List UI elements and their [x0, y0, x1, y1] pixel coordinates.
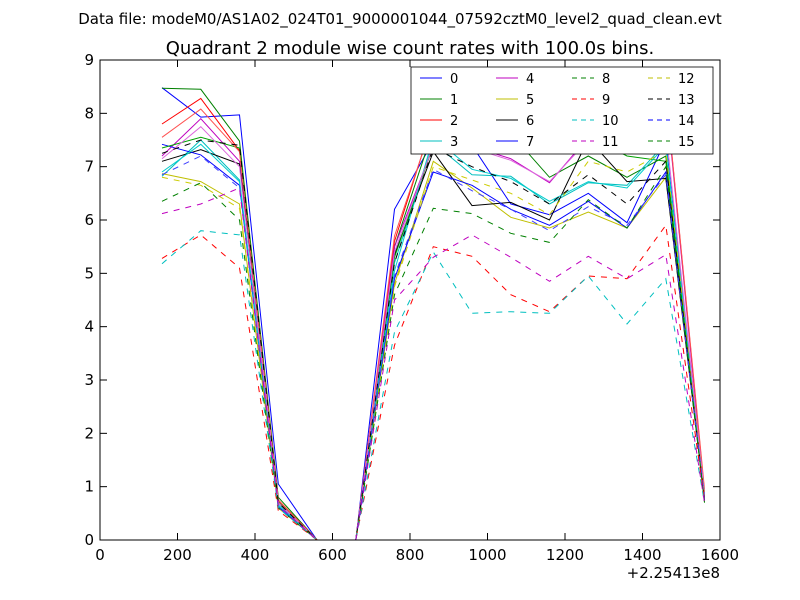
x-tick-label: 1400 — [623, 546, 661, 564]
series-line-9b — [161, 224, 705, 541]
x-tick-label: 600 — [318, 546, 347, 564]
x-tick-label: 200 — [163, 546, 192, 564]
y-tick-label: 2 — [84, 424, 94, 442]
y-tick-label: 5 — [84, 264, 94, 282]
x-tick-label: 1000 — [468, 546, 506, 564]
legend-label-0: 0 — [450, 72, 458, 87]
y-tick-label: 0 — [84, 531, 94, 549]
data-file-caption: Data file: modeM0/AS1A02_024T01_90000010… — [78, 10, 722, 29]
legend-label-14: 14 — [678, 114, 695, 129]
y-tick-label: 9 — [84, 51, 94, 69]
legend-label-1: 1 — [450, 93, 458, 108]
legend-label-12: 12 — [678, 72, 695, 87]
legend-label-9: 9 — [602, 93, 610, 108]
series-line-13 — [161, 139, 705, 541]
x-tick-label: 400 — [241, 546, 270, 564]
y-tick-label: 6 — [84, 211, 94, 229]
y-tick-label: 1 — [84, 478, 94, 496]
legend-frame — [410, 66, 714, 155]
legend-label-6: 6 — [526, 114, 534, 129]
legend-label-3: 3 — [450, 135, 458, 150]
x-tick-label: 0 — [95, 546, 105, 564]
legend-label-8: 8 — [602, 72, 610, 87]
legend-label-7: 7 — [526, 135, 534, 150]
legend-label-13: 13 — [678, 93, 695, 108]
legend-label-2: 2 — [450, 114, 458, 129]
legend-label-15: 15 — [678, 135, 695, 150]
x-offset-label: +2.25413e8 — [627, 564, 720, 582]
chart-title: Quadrant 2 module wise count rates with … — [166, 38, 655, 59]
x-tick-label: 800 — [396, 546, 425, 564]
y-tick-label: 8 — [84, 104, 94, 122]
legend-label-5: 5 — [526, 93, 534, 108]
legend-label-10: 10 — [602, 114, 619, 129]
x-tick-label: 1600 — [701, 546, 739, 564]
legend-label-4: 4 — [526, 72, 534, 87]
x-tick-label: 1200 — [546, 546, 584, 564]
series-line-15 — [161, 165, 705, 541]
legend-label-11: 11 — [602, 135, 619, 150]
y-tick-label: 3 — [84, 371, 94, 389]
series-line-11b — [161, 187, 705, 541]
y-tick-label: 7 — [84, 158, 94, 176]
series-line-12 — [161, 149, 705, 541]
series-line-10b — [161, 230, 705, 541]
y-tick-label: 4 — [84, 318, 94, 336]
